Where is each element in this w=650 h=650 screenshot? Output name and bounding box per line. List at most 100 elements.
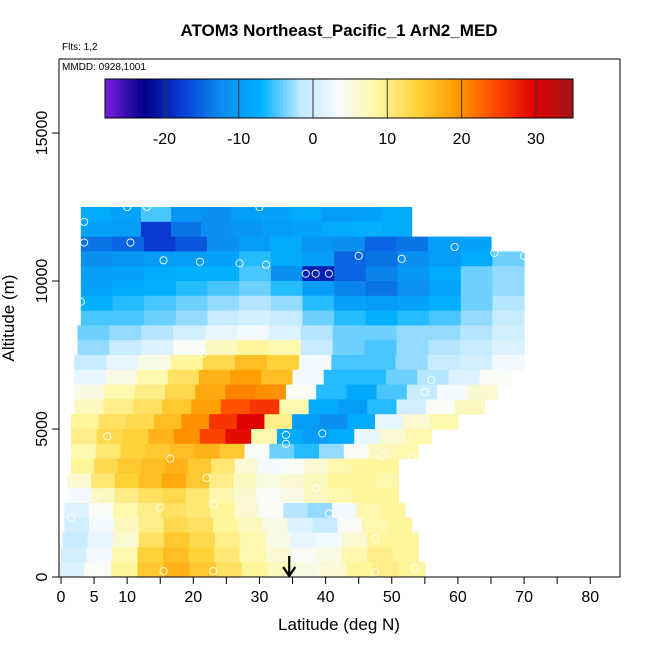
colorbar-tick-label: 0	[309, 131, 318, 148]
heatmap-cell	[103, 399, 134, 415]
heatmap-cell	[207, 310, 240, 326]
heatmap-cell	[268, 325, 302, 341]
colorbar-swatch	[290, 79, 295, 118]
heatmap-cell	[112, 236, 145, 252]
heatmap-cell	[302, 295, 335, 312]
heatmap-cell	[164, 458, 189, 474]
heatmap-cell	[241, 562, 269, 577]
colorbar-tick-label: 30	[527, 131, 545, 148]
heatmap-cell	[397, 281, 430, 297]
heatmap-cell	[86, 547, 113, 563]
x-tick-label: 60	[449, 589, 467, 606]
colorbar-swatch	[327, 79, 333, 118]
colorbar-swatch	[301, 79, 307, 118]
sample-point	[202, 473, 211, 482]
colorbar-swatch	[443, 79, 448, 118]
heatmap-cell	[141, 458, 166, 474]
heatmap-cell	[74, 369, 107, 386]
heatmap-cell	[280, 473, 305, 489]
sample-point	[281, 430, 290, 439]
sample-points-layer	[66, 194, 529, 577]
colorbar-swatch	[320, 79, 325, 118]
colorbar-swatch	[417, 79, 422, 118]
heatmap-cell	[346, 384, 378, 400]
heatmap-cell	[460, 281, 494, 297]
heatmap-cell	[255, 384, 287, 400]
heatmap-cell	[367, 532, 394, 548]
colorbar-swatch	[112, 79, 117, 118]
colorbar-swatch	[480, 79, 485, 118]
heatmap-cell	[261, 221, 292, 238]
colorbar-swatch	[550, 79, 555, 118]
heatmap-cell	[209, 473, 234, 489]
heatmap-cell	[427, 355, 461, 371]
colorbar-swatch	[179, 79, 184, 118]
heatmap-cell	[365, 295, 399, 312]
heatmap-cell	[396, 399, 427, 415]
heatmap-cell	[328, 458, 353, 474]
heatmap-cell	[201, 207, 232, 223]
heatmap-cell	[234, 355, 268, 371]
heatmap-cell	[365, 310, 399, 326]
heatmap-cell	[281, 458, 306, 474]
colorbar-swatch	[521, 79, 526, 118]
heatmap-cell	[132, 399, 163, 415]
colorbar-swatch	[435, 79, 440, 118]
heatmap-cell	[332, 340, 366, 356]
sample-point	[80, 238, 89, 247]
colorbar-swatch	[264, 79, 269, 118]
colorbar-swatch	[223, 79, 229, 118]
colorbar-swatch	[543, 79, 548, 118]
colorbar-swatch	[424, 79, 429, 118]
heatmap-cell	[185, 503, 211, 519]
heatmap-cell	[60, 547, 88, 563]
heatmap-cell	[351, 458, 376, 474]
heatmap-cell	[170, 355, 204, 371]
heatmap-cell	[351, 488, 376, 504]
heatmap-cell	[170, 443, 196, 460]
heatmap-cell	[70, 429, 98, 445]
x-tick-label: 40	[317, 589, 335, 606]
heatmap-cell	[175, 310, 209, 326]
colorbar-swatch	[257, 79, 262, 118]
colorbar-swatch	[561, 79, 567, 118]
heatmap-cell	[316, 532, 343, 548]
colorbar-swatch	[346, 79, 351, 118]
heatmap-cell	[351, 473, 376, 489]
heatmap-cell	[265, 547, 292, 563]
sample-point	[331, 562, 340, 571]
colorbar-swatch	[535, 79, 541, 118]
colorbar-swatch	[491, 79, 496, 118]
heatmap-cell	[74, 399, 105, 415]
heatmap-cell	[164, 532, 191, 548]
colorbar-swatch	[186, 79, 191, 118]
sample-point	[96, 568, 105, 577]
heatmap-cell	[316, 384, 347, 400]
sample-point	[156, 503, 165, 512]
heatmap-cell	[312, 517, 338, 534]
colorbar-swatch	[391, 79, 396, 118]
sample-point	[324, 509, 333, 518]
heatmap-cell	[134, 384, 166, 400]
heatmap-cell	[264, 414, 293, 430]
heatmap-cell	[112, 266, 145, 282]
colorbar-swatch	[153, 79, 158, 118]
heatmap-cell	[341, 547, 368, 563]
heatmap-cell	[173, 340, 206, 356]
heatmap-cell	[258, 458, 283, 474]
colorbar-swatch	[116, 79, 121, 118]
heatmap-cell	[368, 443, 395, 460]
heatmap-cell	[211, 458, 236, 474]
heatmap-cell	[67, 473, 92, 489]
heatmap-cell	[365, 251, 399, 267]
heatmap-cell	[109, 325, 142, 341]
sample-point	[189, 198, 198, 207]
colorbar-swatch	[272, 79, 277, 118]
heatmap-cell	[207, 266, 240, 282]
colorbar-swatch	[142, 79, 147, 118]
heatmap-cell	[270, 266, 304, 282]
heatmap-cell	[111, 562, 138, 577]
heatmap-cell	[109, 340, 142, 356]
colorbar-swatch	[105, 79, 110, 118]
